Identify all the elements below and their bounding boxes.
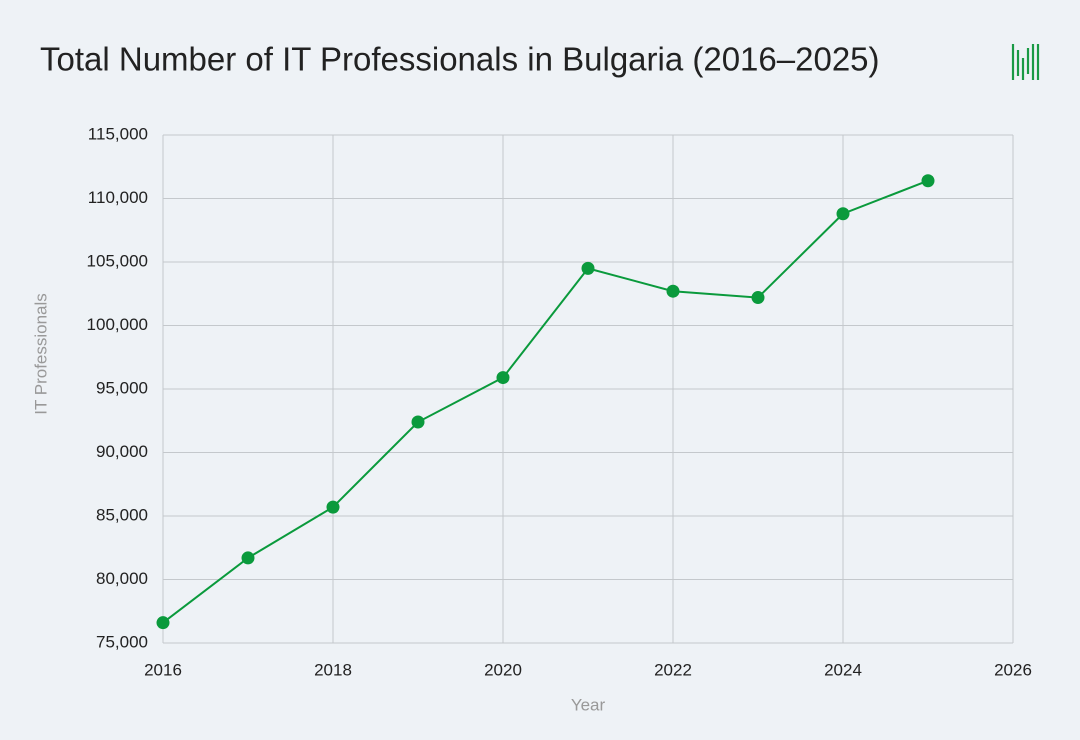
y-tick-label: 115,000	[88, 124, 148, 143]
y-tick-label: 90,000	[96, 442, 148, 461]
point	[921, 174, 935, 188]
point	[411, 415, 425, 429]
point	[666, 284, 680, 298]
x-tick-label: 2016	[144, 660, 182, 679]
point	[751, 291, 765, 305]
chart-title: Total Number of IT Professionals in Bulg…	[40, 41, 880, 78]
point	[581, 261, 595, 275]
x-tick-label: 2018	[314, 660, 352, 679]
point	[496, 371, 510, 385]
y-tick-label: 80,000	[96, 569, 148, 588]
x-tick-label: 2020	[484, 660, 522, 679]
y-tick-label: 95,000	[96, 378, 148, 397]
y-tick-label: 75,000	[96, 632, 148, 651]
y-tick-label: 105,000	[87, 251, 148, 270]
logo	[1011, 44, 1040, 80]
point	[326, 500, 340, 514]
x-tick-label: 2022	[654, 660, 692, 679]
x-tick-label: 2024	[824, 660, 862, 679]
line	[162, 179, 929, 624]
x-axis-label: Year	[571, 695, 606, 714]
y-axis-label: IT Professionals	[31, 293, 50, 415]
point	[836, 207, 850, 221]
y-tick-label: 100,000	[87, 315, 148, 334]
point	[241, 551, 255, 565]
y-tick-label: 110,000	[88, 188, 148, 207]
point	[156, 616, 170, 630]
x-tick-label: 2026	[994, 660, 1032, 679]
y-tick-label: 85,000	[96, 505, 148, 524]
